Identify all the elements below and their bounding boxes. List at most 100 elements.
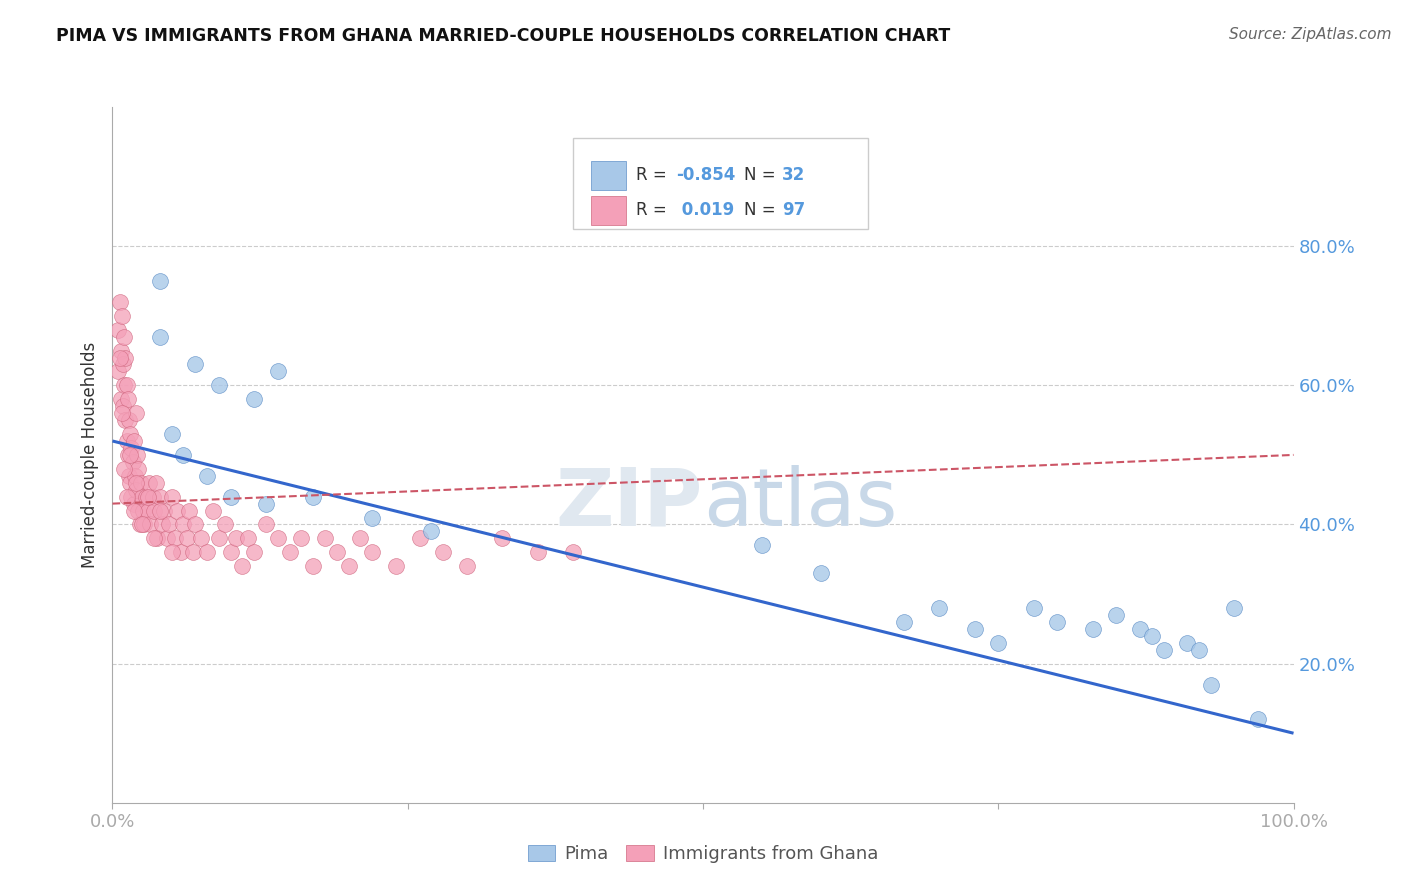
Point: [129, 475, 152, 490]
Point: [751, 538, 773, 552]
Point: [179, 503, 201, 517]
Point: [111, 309, 134, 323]
Point: [562, 545, 585, 559]
Point: [135, 490, 157, 504]
Text: R =: R =: [636, 166, 672, 185]
Point: [326, 545, 349, 559]
Point: [149, 503, 172, 517]
Point: [149, 329, 172, 343]
Point: [1199, 677, 1222, 691]
Point: [337, 559, 360, 574]
Point: [127, 503, 149, 517]
Point: [115, 434, 138, 448]
Y-axis label: Married-couple Households: Married-couple Households: [82, 342, 100, 568]
Point: [108, 351, 131, 365]
Point: [181, 545, 204, 559]
Point: [219, 545, 242, 559]
Text: PIMA VS IMMIGRANTS FROM GHANA MARRIED-COUPLE HOUSEHOLDS CORRELATION CHART: PIMA VS IMMIGRANTS FROM GHANA MARRIED-CO…: [56, 27, 950, 45]
Point: [267, 364, 290, 378]
Point: [928, 601, 950, 615]
Point: [278, 545, 301, 559]
Point: [117, 392, 139, 407]
Point: [214, 517, 236, 532]
Point: [136, 490, 159, 504]
Point: [254, 517, 277, 532]
Point: [190, 532, 212, 546]
Point: [243, 545, 266, 559]
Point: [1175, 636, 1198, 650]
Point: [526, 545, 548, 559]
Point: [1022, 601, 1045, 615]
Point: [176, 532, 198, 546]
Point: [231, 559, 253, 574]
Point: [408, 532, 430, 546]
Point: [107, 364, 129, 378]
Point: [110, 392, 132, 407]
Point: [124, 468, 146, 483]
Point: [254, 497, 277, 511]
Point: [127, 462, 149, 476]
Point: [114, 413, 136, 427]
Point: [115, 490, 138, 504]
Point: [122, 503, 145, 517]
Point: [122, 497, 145, 511]
Point: [1105, 607, 1128, 622]
Point: [136, 503, 159, 517]
Text: 0.019: 0.019: [676, 202, 734, 219]
Point: [160, 427, 183, 442]
Point: [219, 490, 242, 504]
Point: [314, 532, 336, 546]
Point: [987, 636, 1010, 650]
Point: [118, 413, 141, 427]
Point: [138, 475, 160, 490]
Point: [1247, 712, 1270, 726]
Legend: Pima, Immigrants from Ghana: Pima, Immigrants from Ghana: [520, 838, 886, 871]
Point: [165, 532, 187, 546]
Point: [117, 448, 139, 462]
Text: Source: ZipAtlas.com: Source: ZipAtlas.com: [1229, 27, 1392, 42]
Point: [125, 406, 148, 420]
Point: [420, 524, 443, 539]
Point: [149, 490, 172, 504]
Point: [491, 532, 513, 546]
Point: [134, 517, 156, 532]
Point: [150, 517, 173, 532]
FancyBboxPatch shape: [591, 161, 626, 190]
Point: [142, 490, 165, 504]
Point: [361, 545, 384, 559]
Point: [112, 378, 135, 392]
Point: [153, 503, 176, 517]
Point: [125, 475, 148, 490]
Point: [160, 545, 183, 559]
FancyBboxPatch shape: [574, 138, 869, 229]
Point: [160, 490, 183, 504]
Point: [142, 503, 165, 517]
Point: [142, 532, 165, 546]
Text: N =: N =: [744, 166, 782, 185]
Point: [120, 441, 142, 455]
Point: [120, 475, 142, 490]
Text: N =: N =: [744, 202, 782, 219]
Point: [385, 559, 408, 574]
Point: [225, 532, 247, 546]
Point: [107, 323, 129, 337]
Point: [1188, 642, 1211, 657]
Point: [122, 434, 145, 448]
Text: 97: 97: [782, 202, 806, 219]
Point: [302, 490, 325, 504]
Text: R =: R =: [636, 202, 672, 219]
Point: [127, 448, 149, 462]
Point: [1081, 622, 1104, 636]
Point: [111, 406, 134, 420]
Point: [172, 517, 194, 532]
Point: [963, 622, 986, 636]
Point: [893, 615, 915, 629]
Point: [349, 532, 371, 546]
Text: ZIP: ZIP: [555, 465, 703, 542]
Point: [170, 545, 193, 559]
Text: -0.854: -0.854: [676, 166, 735, 185]
Point: [195, 468, 218, 483]
Point: [145, 475, 167, 490]
Point: [1129, 622, 1152, 636]
Point: [125, 483, 148, 497]
